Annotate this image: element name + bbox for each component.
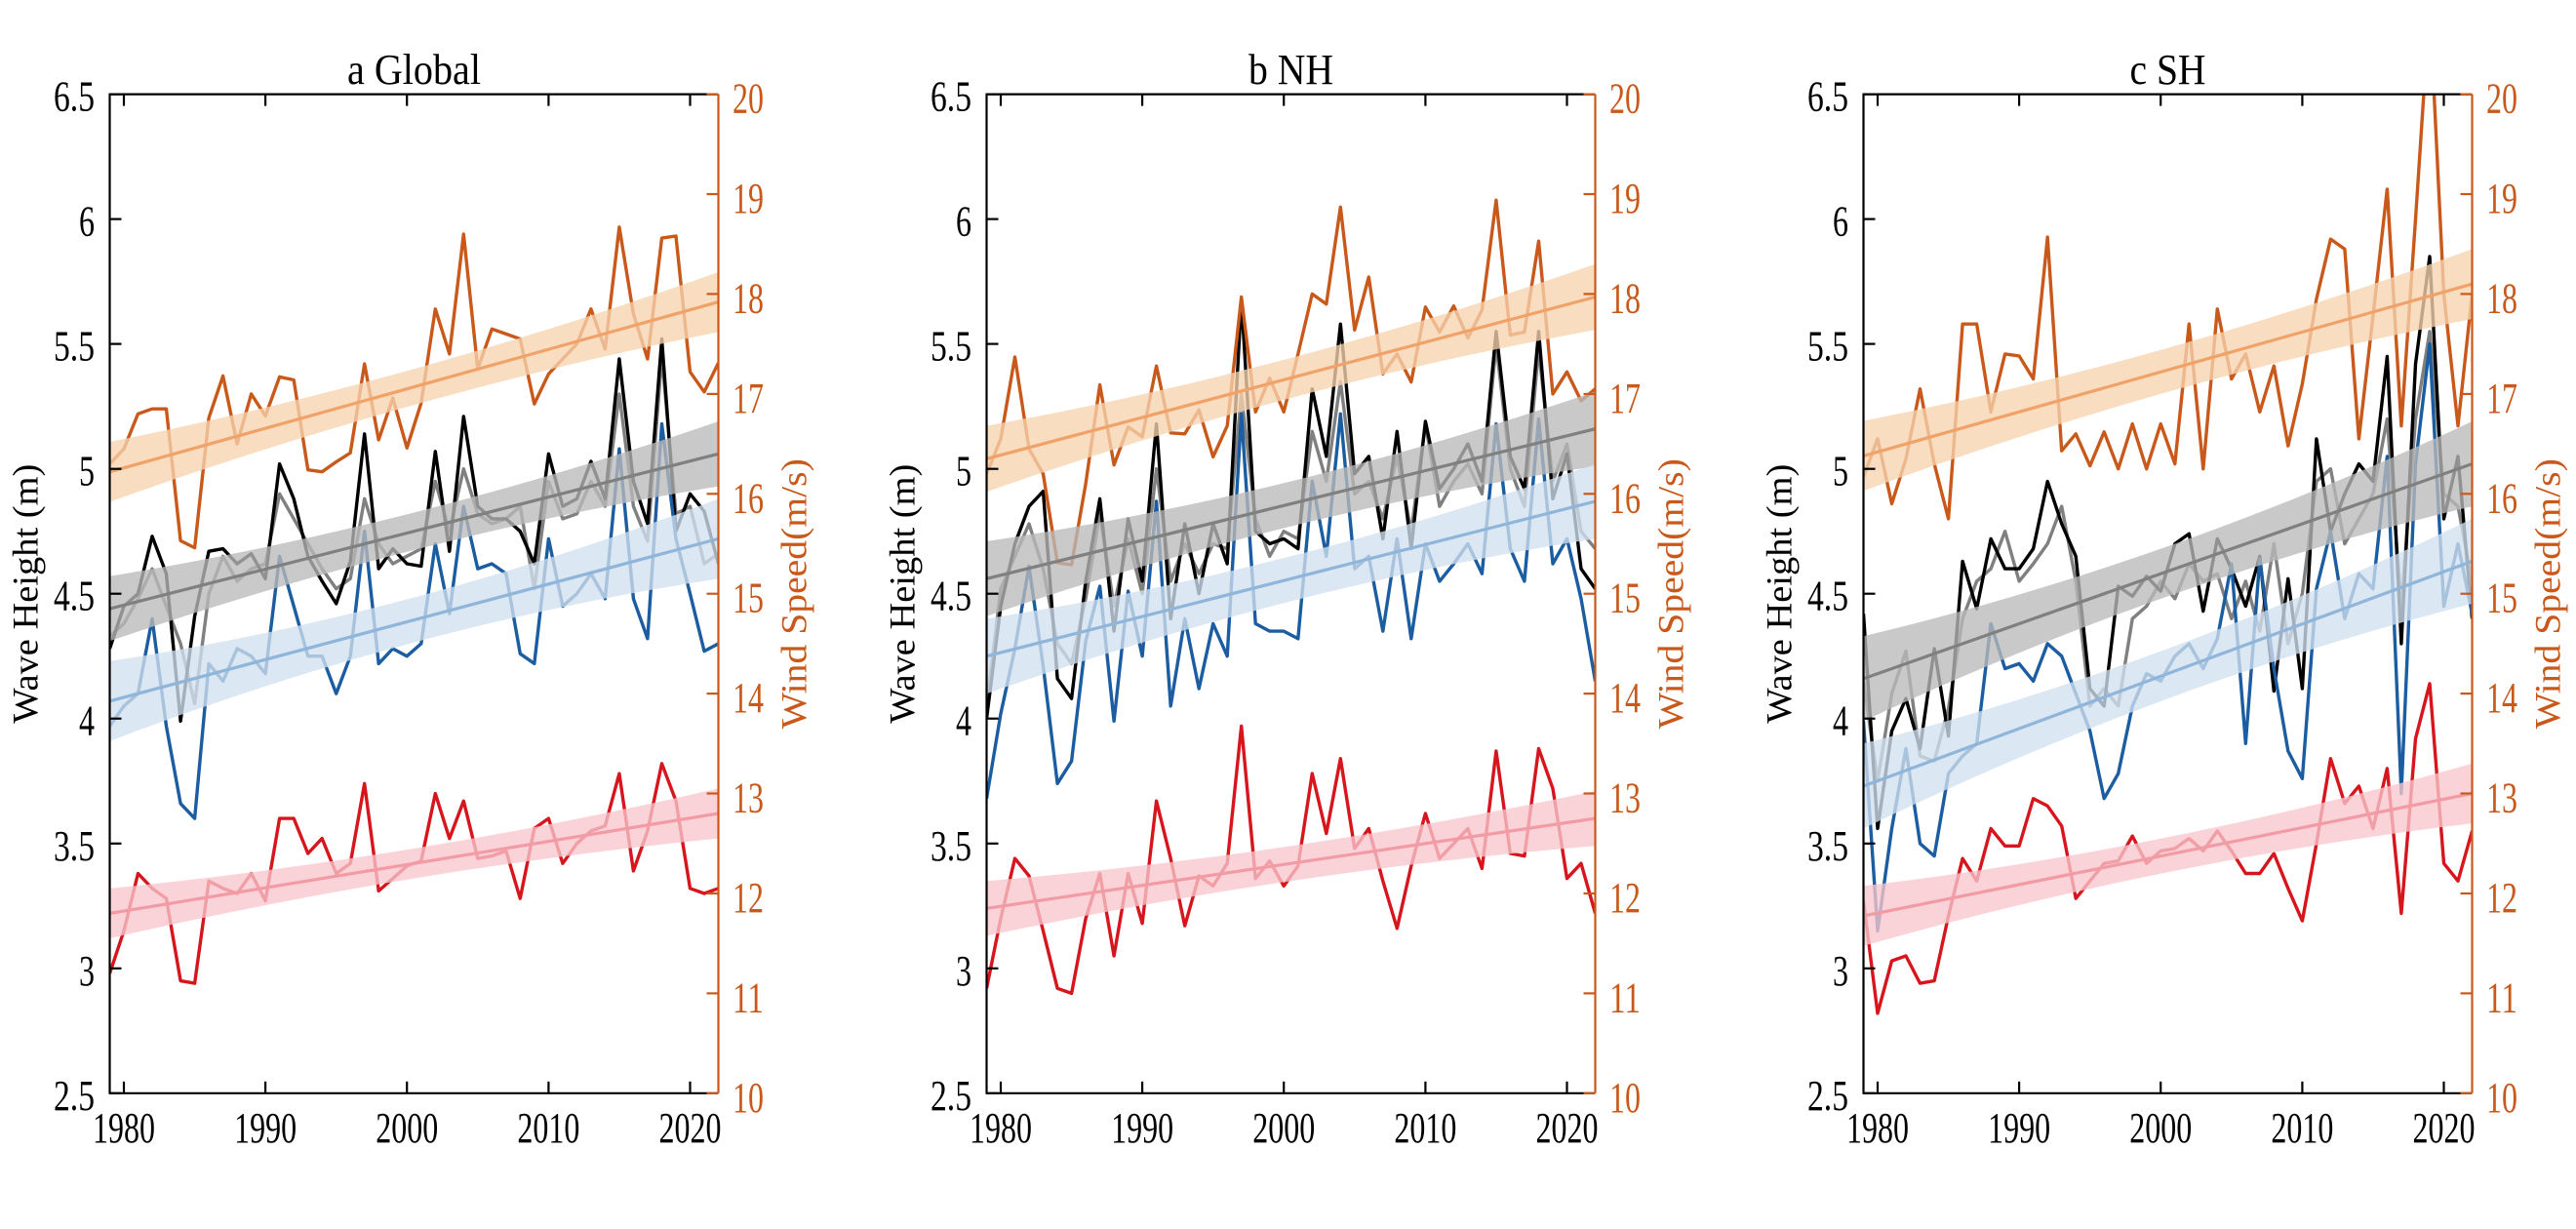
svg-text:1990: 1990 <box>1988 1104 2050 1152</box>
svg-text:15: 15 <box>1609 575 1641 622</box>
svg-text:15: 15 <box>2486 575 2517 622</box>
svg-text:10: 10 <box>1609 1074 1641 1122</box>
svg-text:11: 11 <box>2486 973 2517 1021</box>
svg-text:3.5: 3.5 <box>54 822 95 870</box>
svg-text:2000: 2000 <box>376 1104 438 1152</box>
svg-text:3.5: 3.5 <box>931 822 971 870</box>
svg-text:11: 11 <box>733 973 764 1021</box>
svg-text:3: 3 <box>956 947 971 995</box>
svg-text:4: 4 <box>956 697 971 745</box>
svg-text:5.5: 5.5 <box>931 323 971 371</box>
svg-text:18: 18 <box>2486 274 2517 322</box>
svg-text:17: 17 <box>2486 375 2517 422</box>
svg-text:2010: 2010 <box>2271 1104 2333 1152</box>
svg-text:1980: 1980 <box>93 1104 155 1152</box>
svg-text:6: 6 <box>956 198 971 246</box>
svg-text:14: 14 <box>733 674 764 722</box>
svg-text:1980: 1980 <box>970 1104 1032 1152</box>
svg-text:Wave Height (m): Wave Height (m) <box>1761 464 1801 724</box>
svg-text:2.5: 2.5 <box>54 1072 95 1120</box>
svg-text:15: 15 <box>733 575 764 622</box>
svg-text:1980: 1980 <box>1846 1104 1909 1152</box>
svg-text:13: 13 <box>2486 774 2517 822</box>
svg-text:13: 13 <box>733 774 764 822</box>
svg-text:3.5: 3.5 <box>1807 822 1848 870</box>
svg-text:5: 5 <box>1833 448 1848 496</box>
svg-text:Wave Height (m): Wave Height (m) <box>7 464 47 724</box>
svg-text:16: 16 <box>733 474 764 522</box>
svg-text:20: 20 <box>1609 75 1641 123</box>
svg-text:4.5: 4.5 <box>54 573 95 620</box>
svg-text:20: 20 <box>733 75 764 123</box>
svg-text:4.5: 4.5 <box>931 573 971 620</box>
svg-text:2010: 2010 <box>517 1104 579 1152</box>
svg-text:2020: 2020 <box>2413 1104 2476 1152</box>
svg-text:5.5: 5.5 <box>54 323 95 371</box>
svg-text:18: 18 <box>1609 274 1641 322</box>
svg-text:Wind Speed(m/s): Wind Speed(m/s) <box>2529 458 2569 729</box>
svg-text:12: 12 <box>2486 874 2517 922</box>
svg-text:c SH: c SH <box>2130 46 2206 94</box>
svg-text:20: 20 <box>2486 75 2517 123</box>
svg-text:b NH: b NH <box>1248 46 1333 94</box>
svg-text:13: 13 <box>1609 774 1641 822</box>
svg-text:3: 3 <box>79 947 95 995</box>
svg-text:19: 19 <box>2486 175 2517 222</box>
svg-text:6.5: 6.5 <box>1807 73 1848 121</box>
svg-text:a Global: a Global <box>347 46 481 94</box>
svg-text:14: 14 <box>2486 674 2517 722</box>
svg-text:1990: 1990 <box>234 1104 297 1152</box>
svg-text:6: 6 <box>79 198 95 246</box>
svg-text:2020: 2020 <box>659 1104 722 1152</box>
svg-text:12: 12 <box>1609 874 1641 922</box>
svg-text:2010: 2010 <box>1394 1104 1456 1152</box>
svg-text:10: 10 <box>733 1074 764 1122</box>
svg-text:5: 5 <box>79 448 95 496</box>
svg-text:16: 16 <box>1609 474 1641 522</box>
svg-text:11: 11 <box>1609 973 1641 1021</box>
svg-text:5.5: 5.5 <box>1807 323 1848 371</box>
svg-text:5: 5 <box>956 448 971 496</box>
svg-text:4: 4 <box>79 697 95 745</box>
svg-text:2000: 2000 <box>2129 1104 2192 1152</box>
svg-text:2020: 2020 <box>1536 1104 1599 1152</box>
svg-text:Wind Speed(m/s): Wind Speed(m/s) <box>775 458 815 729</box>
svg-text:1990: 1990 <box>1111 1104 1173 1152</box>
svg-text:6: 6 <box>1833 198 1848 246</box>
svg-text:19: 19 <box>1609 175 1641 222</box>
svg-text:17: 17 <box>1609 375 1641 422</box>
svg-text:Wind Speed(m/s): Wind Speed(m/s) <box>1652 458 1692 729</box>
svg-text:17: 17 <box>733 375 764 422</box>
svg-text:2.5: 2.5 <box>931 1072 971 1120</box>
svg-text:4: 4 <box>1833 697 1848 745</box>
svg-text:2000: 2000 <box>1252 1104 1315 1152</box>
svg-text:14: 14 <box>1609 674 1641 722</box>
svg-text:6.5: 6.5 <box>931 73 971 121</box>
svg-text:16: 16 <box>2486 474 2517 522</box>
svg-text:10: 10 <box>2486 1074 2517 1122</box>
svg-text:19: 19 <box>733 175 764 222</box>
svg-text:2.5: 2.5 <box>1807 1072 1848 1120</box>
svg-text:3: 3 <box>1833 947 1848 995</box>
svg-text:12: 12 <box>733 874 764 922</box>
svg-text:6.5: 6.5 <box>54 73 95 121</box>
svg-text:Wave Height (m): Wave Height (m) <box>884 464 924 724</box>
svg-text:18: 18 <box>733 274 764 322</box>
svg-text:4.5: 4.5 <box>1807 573 1848 620</box>
